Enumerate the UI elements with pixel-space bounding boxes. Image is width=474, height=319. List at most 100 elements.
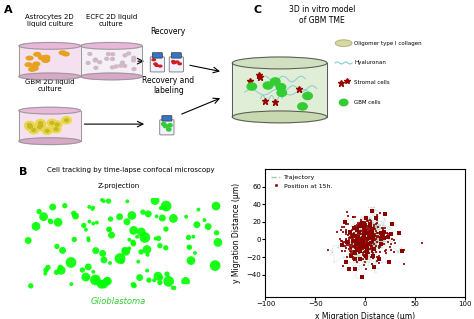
- Point: [365, 246, 373, 251]
- Point: [367, 235, 374, 241]
- Point: [371, 234, 379, 239]
- Point: [364, 219, 372, 224]
- Point: [24, 238, 32, 243]
- Ellipse shape: [59, 51, 66, 55]
- Circle shape: [46, 130, 49, 132]
- Ellipse shape: [19, 42, 81, 49]
- Point: [341, 248, 349, 253]
- Point: [54, 220, 62, 225]
- Circle shape: [271, 78, 280, 85]
- Point: [375, 253, 383, 258]
- Text: Glioblastoma: Glioblastoma: [91, 297, 146, 306]
- Point: [351, 230, 358, 235]
- Point: [353, 240, 361, 245]
- Point: [187, 258, 195, 263]
- Point: [186, 260, 194, 265]
- Circle shape: [164, 124, 168, 128]
- Circle shape: [54, 128, 58, 130]
- Point: [363, 236, 371, 241]
- FancyBboxPatch shape: [160, 120, 174, 135]
- Point: [356, 240, 364, 245]
- Circle shape: [105, 57, 109, 60]
- Point: [347, 253, 355, 258]
- Point: [362, 231, 369, 236]
- Point: [369, 238, 376, 243]
- Point: [345, 241, 352, 246]
- Point: [211, 263, 219, 268]
- Point: [372, 233, 380, 238]
- Point: [365, 227, 372, 232]
- Point: [380, 229, 388, 234]
- Point: [349, 254, 357, 259]
- Point: [376, 246, 383, 251]
- Point: [341, 239, 348, 244]
- Point: [346, 229, 354, 234]
- Point: [360, 253, 368, 258]
- Point: [373, 231, 381, 236]
- Point: [349, 231, 357, 236]
- Point: [338, 238, 346, 243]
- Point: [366, 232, 374, 237]
- Point: [379, 234, 386, 239]
- Point: [373, 212, 381, 218]
- Point: [352, 257, 360, 262]
- Point: [362, 251, 370, 256]
- Circle shape: [339, 99, 348, 106]
- Point: [346, 251, 354, 256]
- Text: Cell tracking by time-lapse confocal microscopy: Cell tracking by time-lapse confocal mic…: [46, 167, 214, 173]
- Point: [366, 220, 374, 226]
- Point: [365, 226, 373, 231]
- Point: [342, 245, 350, 250]
- Text: C: C: [254, 5, 262, 15]
- Point: [349, 215, 356, 220]
- Point: [352, 237, 359, 242]
- Point: [370, 238, 377, 243]
- Point: [363, 240, 371, 245]
- Point: [339, 263, 347, 269]
- Point: [170, 285, 177, 290]
- Point: [364, 253, 371, 258]
- Point: [141, 235, 149, 240]
- Point: [355, 232, 363, 237]
- Point: [129, 241, 137, 246]
- Point: [367, 219, 374, 224]
- Point: [337, 228, 345, 233]
- Point: [352, 245, 359, 250]
- Point: [165, 279, 173, 284]
- Ellipse shape: [42, 59, 49, 62]
- Point: [374, 225, 382, 230]
- Point: [362, 220, 369, 225]
- Point: [388, 221, 396, 226]
- Point: [32, 224, 40, 229]
- Ellipse shape: [38, 56, 45, 59]
- Point: [357, 241, 365, 246]
- Legend: Trajectory, Position at 15h.: Trajectory, Position at 15h.: [269, 172, 335, 191]
- Point: [356, 240, 364, 245]
- Point: [161, 206, 169, 211]
- Point: [370, 232, 378, 237]
- Circle shape: [62, 117, 71, 124]
- Point: [373, 221, 381, 226]
- Point: [356, 225, 363, 230]
- Point: [150, 278, 158, 283]
- Point: [370, 239, 377, 244]
- Point: [349, 234, 356, 239]
- Circle shape: [168, 124, 172, 127]
- Ellipse shape: [19, 107, 81, 114]
- Point: [380, 227, 387, 233]
- Point: [362, 221, 369, 226]
- Point: [351, 234, 359, 240]
- Ellipse shape: [19, 73, 81, 80]
- Point: [362, 267, 370, 272]
- Point: [92, 277, 100, 282]
- Point: [354, 222, 361, 227]
- Point: [346, 239, 353, 244]
- Point: [375, 261, 383, 266]
- Point: [366, 220, 374, 225]
- Point: [359, 230, 367, 235]
- Point: [368, 239, 376, 244]
- Point: [361, 231, 368, 236]
- Point: [72, 213, 79, 219]
- Point: [90, 221, 97, 226]
- Circle shape: [123, 54, 127, 57]
